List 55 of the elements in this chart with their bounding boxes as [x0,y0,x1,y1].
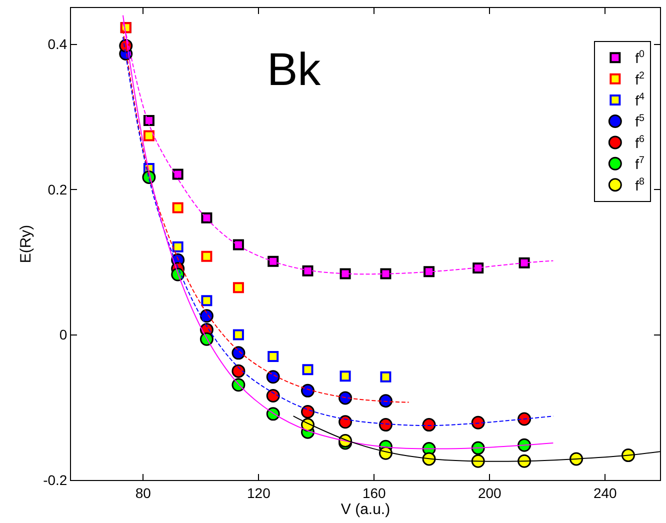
point [301,404,314,418]
x-tick-label: 240 [593,484,618,501]
point [143,130,154,142]
point [172,168,184,180]
legend-label: f$^{7}$ [635,155,645,172]
point [378,394,392,408]
point [232,282,244,294]
point [472,262,484,274]
point [518,257,530,268]
point [232,239,244,250]
point [200,309,214,323]
x-tick-label: 200 [478,484,502,501]
point [172,202,184,214]
y-axis-title: E(Ry) [17,224,34,264]
point [232,329,244,340]
point [302,364,314,376]
legend-label: f$^{6}$ [635,134,646,151]
x-tick-label: 80 [135,484,152,501]
legend-label: f$^{0}$ [635,49,646,66]
point [301,384,314,398]
point [378,418,392,432]
point [471,416,485,430]
point [338,391,352,405]
legend-label: f$^{5}$ [635,112,646,130]
point [302,265,314,276]
point [232,364,246,378]
y-tick-label: 0.4 [48,36,68,52]
point [380,268,392,280]
annotation: Bk [267,43,322,95]
point [201,295,212,306]
point [518,412,532,426]
y-tick-label: -0.2 [43,472,68,488]
x-tick-label: 160 [362,484,386,501]
point [143,115,154,126]
y-tick-label: 0.2 [48,181,68,198]
point [422,418,436,432]
point [201,212,212,224]
point [340,370,351,382]
point [232,346,246,360]
point [380,371,392,382]
point [268,256,279,267]
y-tick-label: 0 [59,326,68,343]
point [340,268,351,280]
point [172,241,184,252]
point [268,351,279,362]
legend-label: f$^{2}$ [635,70,645,88]
point [338,415,352,429]
x-axis-title: V (a.u.) [340,500,390,518]
point [266,389,280,403]
x-tick-label: 120 [246,484,271,501]
legend-label: f$^{8}$ [635,176,646,194]
legend-label: f$^{4}$ [635,92,646,108]
point [201,250,212,262]
point [424,266,435,278]
point [266,370,280,384]
